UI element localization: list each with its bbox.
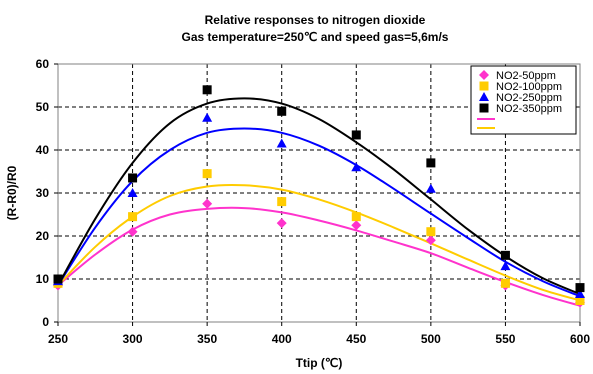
data-point [202, 85, 212, 95]
y-tick-label: 10 [36, 272, 50, 286]
x-tick-label: 250 [48, 332, 68, 346]
chart-title: Relative responses to nitrogen dioxide [205, 13, 426, 27]
tick-labels: 0 10 20 30 40 50 60 250 300 350 400 450 500 550 600 [36, 57, 591, 346]
data-point [351, 162, 362, 172]
data-point [277, 197, 287, 207]
data-point [426, 227, 436, 237]
x-tick-label: 450 [346, 332, 366, 346]
legend-label: NO2-50ppm [496, 70, 556, 82]
data-point [426, 158, 436, 168]
legend-box [470, 65, 577, 135]
data-point [127, 188, 138, 197]
data-point [425, 183, 436, 193]
legend-marker [479, 92, 489, 101]
x-axis-label: Ttip (℃) [296, 356, 343, 370]
x-tick-label: 500 [421, 332, 441, 346]
trendline [57, 127, 581, 298]
data-point [351, 212, 361, 222]
y-tick-label: 0 [42, 315, 49, 329]
y-tick-label: 40 [36, 143, 50, 157]
legend-marker [479, 81, 489, 91]
legend-label: NO2-350ppm [496, 103, 562, 115]
x-tick-label: 350 [197, 332, 217, 346]
data-point [202, 112, 213, 122]
data-point [575, 289, 585, 299]
data-point [500, 250, 510, 260]
data-point [276, 218, 287, 229]
data-point [128, 173, 138, 183]
data-point [202, 198, 213, 209]
y-tick-label: 50 [36, 100, 50, 114]
trendline [57, 184, 581, 302]
x-tick-label: 600 [570, 332, 590, 346]
x-tick-label: 550 [495, 332, 515, 346]
y-tick-label: 30 [36, 186, 50, 200]
x-tick-label: 400 [272, 332, 292, 346]
trendline [57, 206, 581, 307]
legend-marker [479, 70, 489, 80]
data-point [202, 169, 212, 179]
data-point [425, 235, 436, 246]
legend-label: NO2-100ppm [496, 81, 562, 93]
x-tick-label: 300 [123, 332, 143, 346]
data-point [500, 261, 511, 271]
y-tick-label: 60 [36, 57, 50, 71]
data-point [53, 274, 63, 284]
trendline [57, 97, 581, 296]
data-point [276, 138, 287, 148]
data-point [351, 130, 361, 140]
data-point [127, 226, 138, 237]
data-point [128, 212, 138, 222]
data-point [277, 106, 287, 116]
data-point [575, 296, 585, 305]
trendlines [57, 97, 581, 307]
y-axis-label: (R-R0)/R0 [5, 165, 19, 220]
data-points [53, 85, 585, 308]
data-point [351, 220, 362, 231]
legend-label: NO2-250ppm [496, 92, 562, 104]
chart-subtitle: Gas temperature=250℃ and speed gas=5,6m/… [182, 30, 449, 44]
data-point [575, 283, 585, 293]
data-point [500, 278, 510, 288]
legend-marker [479, 103, 489, 113]
y-tick-label: 20 [36, 229, 50, 243]
